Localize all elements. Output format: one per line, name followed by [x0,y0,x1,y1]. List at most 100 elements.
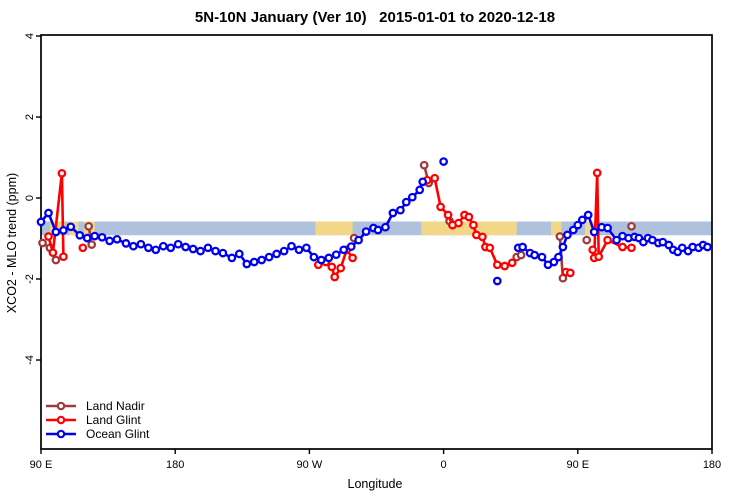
data-point [36,217,46,227]
data-point [151,245,161,255]
data-point [478,232,487,242]
data-point [203,243,213,253]
data-point [507,258,517,268]
ocean-glint-swatch-icon [44,429,78,439]
x-tick-label: 180 [703,459,721,471]
data-point [129,241,138,251]
data-point [603,235,612,245]
data-point [294,245,304,255]
data-point [577,215,587,225]
legend-item-land-nadir: Land Nadir [44,399,149,413]
data-point [588,245,598,255]
data-point [324,253,334,263]
data-point [59,226,68,235]
data-point [75,230,85,240]
data-point [492,276,502,286]
data-point [331,250,341,260]
data-point [582,235,592,245]
data-point [166,243,176,253]
land-patch [315,221,353,236]
data-point [492,260,502,270]
x-tick-label: 90 W [297,459,323,471]
data-point [84,221,94,231]
data-point [407,192,417,202]
series-line [47,172,65,259]
x-tick-label: 0 [441,459,447,471]
data-point [603,223,612,233]
data-point [44,232,53,241]
x-tick-label: 180 [166,459,184,471]
data-point [381,222,390,232]
data-point [361,227,371,236]
data-point [105,236,114,246]
data-point [218,248,228,258]
data-point [583,210,593,220]
data-point [234,249,244,259]
data-series [36,157,712,286]
data-point [48,248,58,258]
data-point [144,243,153,253]
data-point [627,243,636,253]
y-tick-label: 0 [24,195,36,201]
data-point [279,246,289,256]
data-point [589,227,599,237]
series-ocean-glint [36,157,712,286]
data-point [339,245,349,255]
data-point [112,234,122,244]
data-point [66,222,76,232]
data-point [309,252,319,262]
data-point [302,243,311,253]
data-point [59,252,68,262]
y-tick-label: -4 [24,355,36,365]
data-point [121,239,131,248]
data-point [430,173,440,183]
data-point [51,227,61,237]
data-point [330,272,340,282]
data-point [565,268,575,278]
data-point [500,261,510,271]
series-line [425,176,514,268]
data-point [242,259,252,269]
data-point [82,233,92,243]
data-point [97,232,107,242]
x-tick-label: 90 E [566,459,589,471]
legend-label: Land Glint [86,413,141,427]
data-point [272,249,281,259]
data-point [348,253,357,263]
x-tick-label: 90 E [30,459,53,471]
y-tick-label: 2 [24,114,36,120]
data-point [568,225,578,235]
data-point [136,239,146,249]
data-point [327,262,337,272]
land-patch [550,221,562,236]
y-tick-label: -2 [24,274,36,284]
data-point [703,242,712,252]
data-point [618,242,627,252]
data-point [396,205,405,215]
data-point [443,210,453,220]
data-point [44,208,53,218]
data-point [181,242,190,252]
data-point [554,252,563,262]
data-point [287,241,296,251]
data-point [469,220,478,230]
data-point [373,225,383,235]
data-point [563,230,572,240]
legend-item-land-glint: Land Glint [44,413,149,427]
data-point [87,240,97,249]
data-point [173,239,183,249]
data-point [415,185,425,195]
data-point [249,257,259,267]
data-point [516,250,526,260]
data-point [612,235,621,245]
data-point [558,242,568,252]
data-point [51,255,61,265]
data-point [78,243,88,253]
data-point [537,252,547,262]
data-point [518,242,527,252]
data-point [211,246,220,256]
data-point [38,238,47,248]
data-point [418,177,428,187]
